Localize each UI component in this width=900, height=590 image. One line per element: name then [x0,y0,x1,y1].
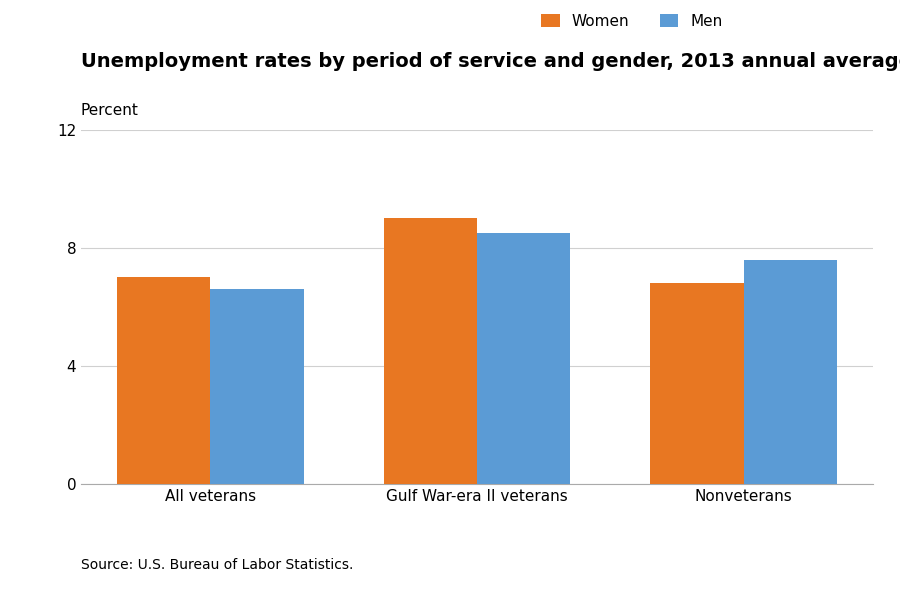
Bar [383,218,477,484]
Bar [211,289,303,484]
Bar [651,283,743,484]
Legend: Women, Men: Women, Men [541,14,723,28]
Text: Source: U.S. Bureau of Labor Statistics.: Source: U.S. Bureau of Labor Statistics. [81,558,354,572]
Bar [743,260,837,484]
Text: Unemployment rates by period of service and gender, 2013 annual averages: Unemployment rates by period of service … [81,52,900,71]
Bar [477,233,571,484]
Bar [117,277,211,484]
Text: Percent: Percent [81,103,139,118]
